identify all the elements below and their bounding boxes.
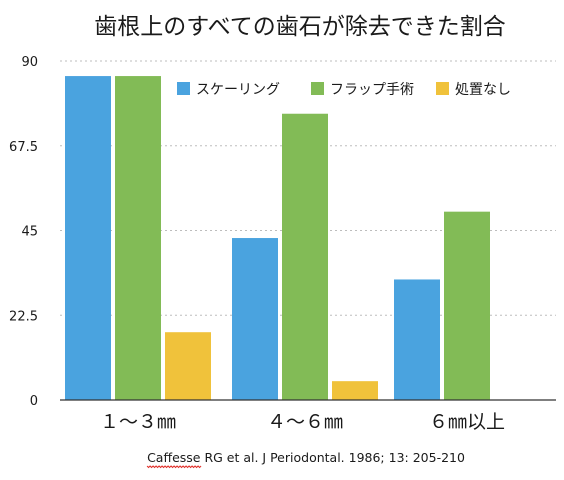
source-note: Caffesse RG et al. J Periodontal. 1986; … <box>147 450 465 465</box>
y-tick-label: 90 <box>21 55 38 70</box>
bar <box>444 211 490 400</box>
bar <box>65 76 111 401</box>
y-tick-label: 45 <box>21 225 38 240</box>
legend-label: 処置なし <box>455 82 511 98</box>
legend-label: スケーリング <box>196 82 280 98</box>
bars <box>65 76 490 401</box>
legend-label: フラップ手術 <box>330 82 414 98</box>
chart-title: 歯根上のすべての歯石が除去できた割合 <box>94 14 505 40</box>
x-tick-label: ４～６㎜ <box>267 411 343 433</box>
x-tick-label: １～３㎜ <box>100 411 176 433</box>
y-tick-label: 22.5 <box>9 309 38 324</box>
source-underline <box>146 465 202 469</box>
bar <box>282 113 328 400</box>
y-tick-label: 0 <box>30 394 38 409</box>
bar <box>394 279 440 400</box>
legend-swatch <box>311 82 324 95</box>
x-tick-label: ６㎜以上 <box>429 411 505 433</box>
y-axis-ticks: 0 22.5 45 67.5 90 <box>9 55 38 409</box>
bar <box>115 76 161 401</box>
x-axis-ticks: １～３㎜ ４～６㎜ ６㎜以上 <box>100 411 505 433</box>
y-tick-label: 67.5 <box>9 140 38 155</box>
source-note-citation: RG et al. J Periodontal. 1986; 13: 205-2… <box>200 450 465 465</box>
legend-swatch <box>436 82 449 95</box>
legend: スケーリング フラップ手術 処置なし <box>177 82 511 98</box>
bar <box>232 238 278 400</box>
legend-swatch <box>177 82 190 95</box>
source-note-author: Caffesse <box>147 450 201 465</box>
bar <box>332 381 378 400</box>
bar <box>165 332 211 400</box>
